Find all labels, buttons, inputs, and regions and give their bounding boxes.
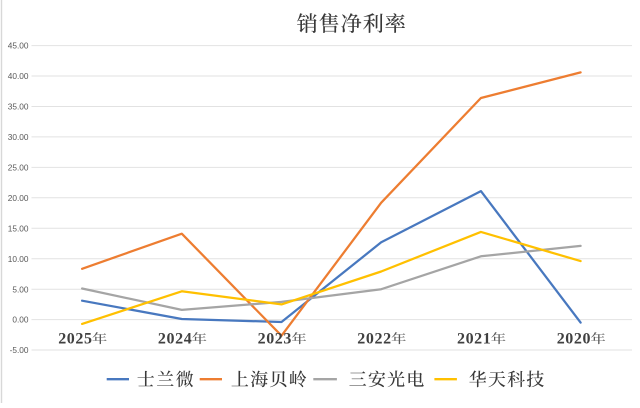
svg-text:2020: 2020: [557, 331, 591, 348]
svg-text:20.00: 20.00: [8, 193, 29, 203]
svg-text:2024: 2024: [158, 331, 192, 348]
svg-text:-5.00: -5.00: [10, 345, 29, 355]
svg-text:35.00: 35.00: [8, 102, 29, 112]
svg-text:2021: 2021: [457, 331, 491, 348]
svg-text:2025: 2025: [58, 331, 92, 348]
svg-text:2022: 2022: [357, 331, 391, 348]
svg-text:25.00: 25.00: [8, 163, 29, 173]
svg-text:30.00: 30.00: [8, 132, 29, 142]
svg-text:5.00: 5.00: [12, 284, 29, 294]
svg-text:45.00: 45.00: [8, 41, 29, 51]
svg-text:40.00: 40.00: [8, 71, 29, 81]
svg-text:15.00: 15.00: [8, 223, 29, 233]
svg-text:10.00: 10.00: [8, 254, 29, 264]
svg-text:2023: 2023: [258, 331, 292, 348]
svg-text:0.00: 0.00: [12, 315, 29, 325]
